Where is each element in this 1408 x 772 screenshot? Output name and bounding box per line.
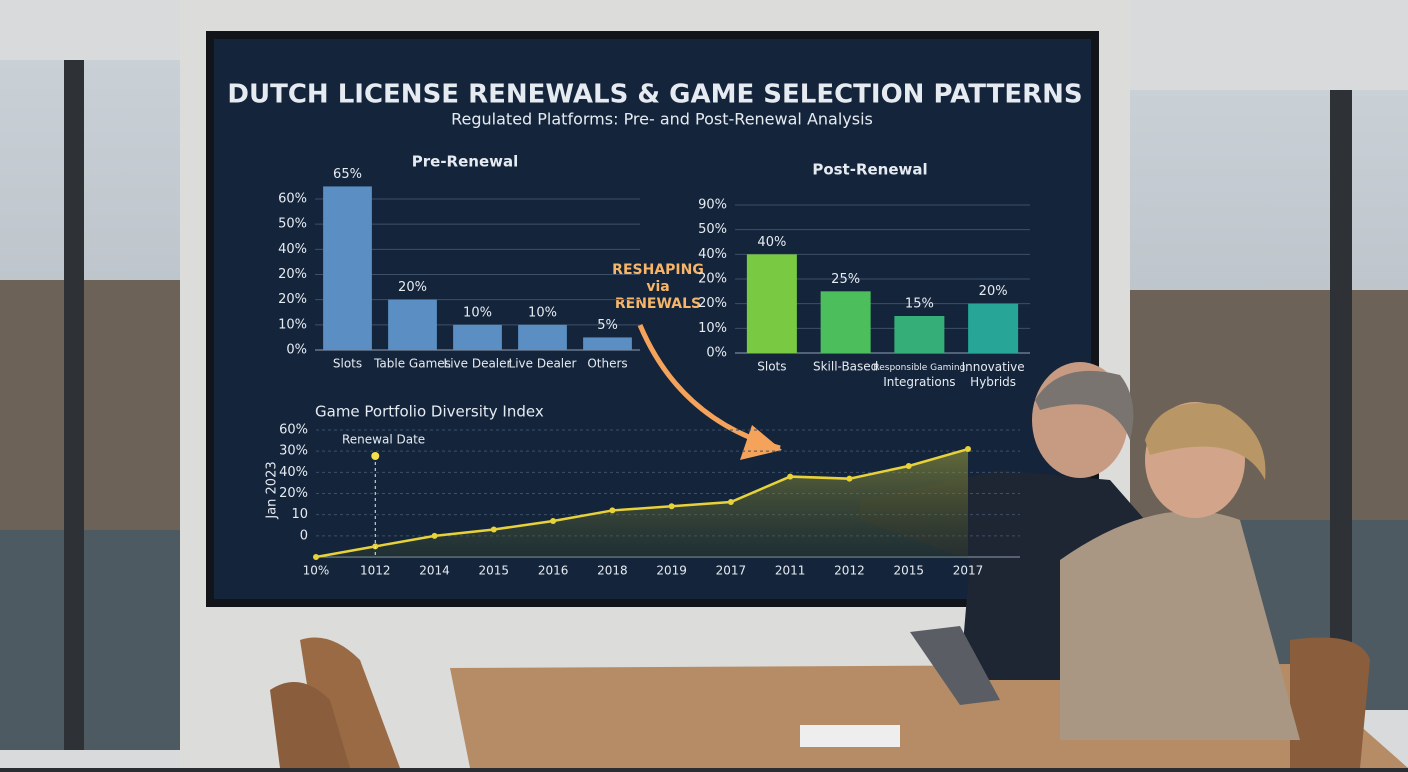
y-tick-label: 20% (698, 296, 727, 311)
x-tick-label: 2014 (419, 564, 450, 578)
x-tick-label: Innovative Hybrids (962, 360, 1025, 389)
y-tick-label: 20% (698, 272, 727, 287)
x-tick-label: 1012 (360, 564, 391, 578)
chart-title: Post-Renewal (812, 161, 927, 179)
value-label: 20% (979, 284, 1008, 299)
chair (270, 682, 350, 768)
point (787, 473, 794, 480)
bar (746, 254, 797, 353)
y-tick-label: 60% (279, 423, 308, 438)
y-tick-label: 20% (278, 267, 307, 282)
x-tick-label: Others (587, 357, 627, 371)
point (431, 532, 438, 539)
x-tick-label: 2018 (597, 564, 628, 578)
y-tick-label: 50% (278, 217, 307, 232)
y-tick-label: 90% (698, 198, 727, 213)
x-tick-label: Responsible Gaming Integrations (873, 363, 965, 389)
value-label: 25% (831, 272, 860, 287)
x-tick-label: Live Dealer (444, 357, 512, 371)
x-tick-label: Skill-Based (813, 360, 878, 374)
point (313, 554, 319, 560)
point (965, 446, 971, 453)
x-tick-label: 2011 (775, 564, 806, 578)
y-tick-label: 10% (278, 317, 307, 332)
y-tick-label: 30% (279, 444, 308, 459)
canal-left (0, 530, 180, 750)
x-tick-label: 2019 (656, 564, 687, 578)
value-label: 10% (463, 305, 492, 320)
chart-title: Game Portfolio Diversity Index (315, 403, 544, 421)
line (315, 447, 969, 559)
x-tick-label: Table Games (373, 357, 451, 371)
point (905, 462, 912, 469)
value-label: 5% (597, 318, 618, 333)
point (668, 503, 675, 510)
x-tick-label: Slots (333, 357, 362, 371)
value-label: 10% (528, 305, 557, 320)
renewal-dot (371, 452, 380, 460)
point (490, 526, 497, 533)
value-label: 65% (333, 167, 362, 182)
value-label: 15% (905, 297, 934, 312)
presenter-hair (1035, 370, 1134, 440)
y-tick-label: 50% (698, 222, 727, 237)
area (316, 449, 968, 557)
x-tick-label: 2015 (893, 564, 924, 578)
y-tick-label: 20% (279, 486, 308, 501)
bar (518, 324, 567, 350)
colleague-hair (1145, 403, 1266, 480)
x-tick-label: Slots (757, 360, 786, 374)
x-tick-label: 10% (303, 564, 330, 578)
table-box (800, 725, 900, 747)
y-tick-label: 20% (278, 292, 307, 307)
y-tick-label: 40% (698, 247, 727, 262)
screen-title: DUTCH LICENSE RENEWALS & GAME SELECTION … (227, 80, 1082, 110)
y-tick-label: 60% (278, 192, 307, 207)
x-tick-label: Live Dealer (509, 357, 577, 371)
y-tick-label: 0% (286, 343, 307, 358)
annotation: Renewal Date (342, 433, 425, 447)
y-tick-label: 40% (279, 465, 308, 480)
bar (583, 337, 632, 350)
colleague (1060, 511, 1300, 740)
bar (968, 303, 1019, 353)
buildings-left (0, 280, 180, 530)
chart-title: Pre-Renewal (412, 153, 519, 171)
point (550, 518, 557, 525)
point (609, 507, 616, 514)
point (846, 475, 853, 482)
bar (453, 324, 502, 350)
tablet (910, 626, 1000, 705)
x-tick-label: 2017 (953, 564, 984, 578)
y-tick-label: 10 (291, 507, 308, 522)
y-tick-label: 40% (278, 242, 307, 257)
x-tick-label: 2017 (716, 564, 747, 578)
bar (388, 299, 437, 350)
y-tick-label: 10% (698, 321, 727, 336)
y-tick-label: 0 (300, 528, 308, 543)
y-tick-label: 0% (706, 346, 727, 361)
x-tick-label: 2015 (479, 564, 510, 578)
bar (820, 291, 871, 353)
x-tick-label: 2012 (834, 564, 865, 578)
bar (323, 186, 372, 350)
point (727, 498, 734, 505)
screen-subtitle: Regulated Platforms: Pre- and Post-Renew… (451, 110, 873, 129)
y-axis-label: Jan 2023 (265, 461, 280, 519)
x-tick-label: 2016 (538, 564, 569, 578)
window-frame (64, 60, 84, 750)
bar (894, 316, 945, 353)
value-label: 40% (757, 235, 786, 250)
chair (1290, 637, 1370, 768)
window-frame (1330, 90, 1352, 710)
value-label: 20% (398, 280, 427, 295)
